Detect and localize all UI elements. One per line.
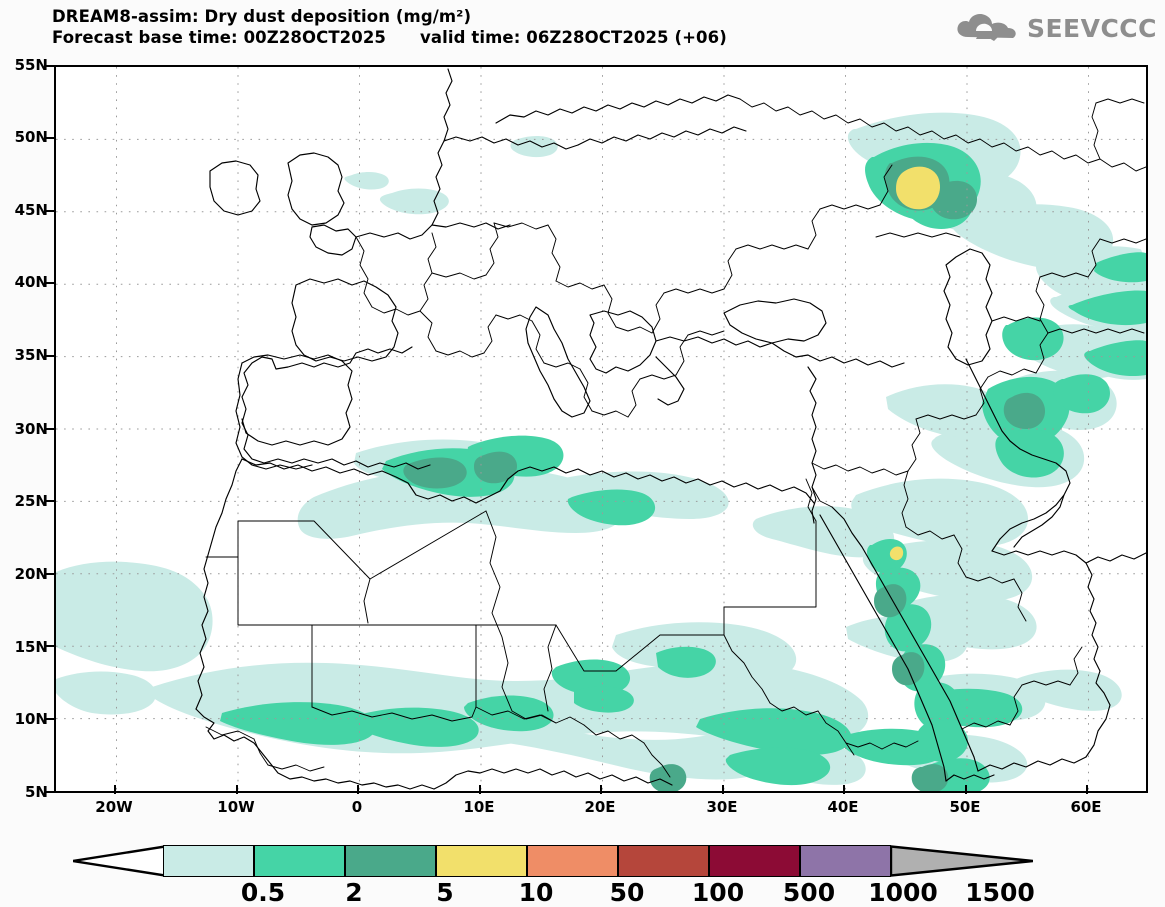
ytick-mark — [46, 137, 55, 139]
ytick-55n: 55N — [14, 56, 48, 74]
map-header: DREAM8-assim: Dry dust deposition (mg/m²… — [52, 6, 812, 48]
xtick-mark — [842, 785, 845, 794]
coastlines-and-borders — [195, 68, 1146, 790]
cloud-icon — [957, 13, 1016, 41]
ytick-35n: 35N — [14, 346, 48, 364]
page-title: DREAM8-assim: Dry dust deposition (mg/m²… — [52, 7, 472, 26]
forecast-base-time: Forecast base time: 00Z28OCT2025 — [52, 28, 387, 47]
ytick-40n: 40N — [14, 273, 48, 291]
ytick-25n: 25N — [14, 492, 48, 510]
time-info-line: Forecast base time: 00Z28OCT2025 valid ti… — [52, 27, 812, 48]
colorbar-segment-0.5-2[interactable] — [163, 845, 254, 877]
xtick-40e: 40E — [827, 798, 859, 816]
ytick-mark — [46, 427, 55, 430]
xtick-10w: 10W — [217, 798, 255, 816]
ytick-mark — [46, 282, 55, 284]
xtick-50e: 50E — [949, 798, 981, 816]
dust-deposition-field — [56, 112, 1146, 791]
colorbar-segment-2-5[interactable] — [254, 845, 345, 877]
xtick-mark — [235, 785, 238, 794]
colorbar-segment-50-100[interactable] — [527, 845, 618, 877]
xtick-mark — [1085, 785, 1088, 794]
ytick-mark — [46, 790, 55, 793]
ytick-mark — [46, 354, 55, 357]
map-plot-area[interactable] — [54, 65, 1148, 793]
colorbar[interactable] — [73, 845, 1033, 877]
ytick-15n: 15N — [14, 638, 48, 656]
xtick-20w: 20W — [95, 798, 133, 816]
colorbar-label-100: 100 — [691, 878, 745, 907]
ytick-5n: 5N — [25, 783, 48, 801]
xtick-20e: 20E — [584, 798, 616, 816]
ytick-mark — [46, 572, 55, 575]
valid-time: valid time: 06Z28OCT2025 (+06) — [420, 28, 727, 47]
colorbar-label-1500: 1500 — [965, 878, 1035, 907]
deposition-band-10-50 — [889, 166, 941, 561]
xtick-60e: 60E — [1070, 798, 1102, 816]
xtick-mark — [356, 785, 359, 794]
colorbar-under-arrow — [73, 845, 165, 877]
colorbar-label-0.5: 0.5 — [240, 878, 286, 907]
colorbar-segment-10-50[interactable] — [436, 845, 527, 877]
ytick-45n: 45N — [14, 201, 48, 219]
xtick-10e: 10E — [463, 798, 495, 816]
map-canvas — [56, 67, 1146, 791]
ytick-50n: 50N — [14, 128, 48, 146]
colorbar-label-500: 500 — [782, 878, 836, 907]
colorbar-over-arrow — [891, 845, 1033, 877]
ytick-mark — [46, 645, 55, 647]
seevccc-logo: SEEVCCC — [954, 8, 1157, 48]
logo-text: SEEVCCC — [1026, 13, 1157, 43]
ytick-10n: 10N — [14, 710, 48, 728]
colorbar-label-5: 5 — [436, 878, 454, 907]
xtick-mark — [721, 785, 724, 794]
ytick-mark — [46, 209, 55, 212]
deposition-band-5-10 — [403, 156, 1046, 791]
colorbar-segment-100-500[interactable] — [618, 845, 709, 877]
colorbar-segment-1000-1500[interactable] — [800, 845, 891, 877]
colorbar-tick-labels: 0.5 2 5 10 50 100 500 1000 1500 — [0, 878, 1165, 907]
xtick-30e: 30E — [706, 798, 738, 816]
xtick-0: 0 — [351, 798, 363, 816]
ytick-mark — [46, 717, 55, 720]
colorbar-label-50: 50 — [609, 878, 645, 907]
colorbar-label-2: 2 — [345, 878, 363, 907]
colorbar-label-1000: 1000 — [868, 878, 938, 907]
colorbar-label-10: 10 — [518, 878, 554, 907]
xtick-mark — [113, 785, 116, 794]
ytick-mark — [46, 64, 55, 67]
ytick-mark — [46, 500, 55, 502]
xtick-mark — [964, 785, 967, 794]
colorbar-segment-5-10[interactable] — [345, 845, 436, 877]
ytick-20n: 20N — [14, 565, 48, 583]
xtick-mark — [599, 785, 602, 794]
xtick-mark — [478, 785, 481, 794]
colorbar-segment-500-1000[interactable] — [709, 845, 800, 877]
ytick-30n: 30N — [14, 420, 48, 438]
